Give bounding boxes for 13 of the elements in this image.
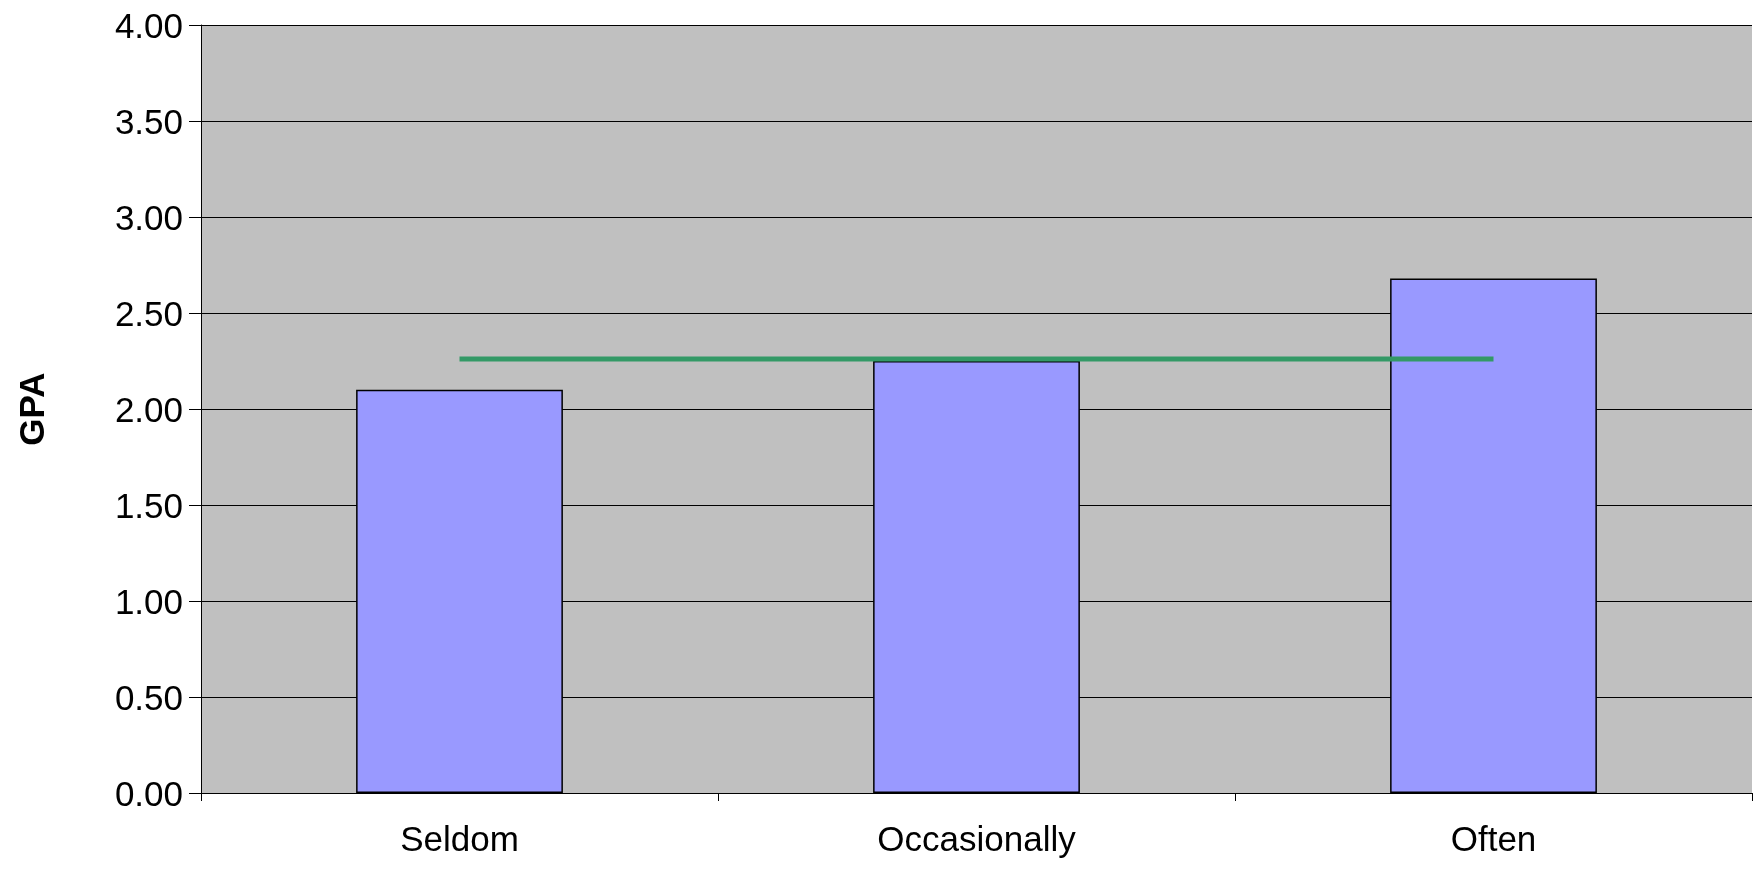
- x-tick-label: Occasionally: [877, 819, 1077, 858]
- y-tick-label: 3.00: [114, 197, 183, 237]
- y-axis-title: GPA: [12, 372, 51, 446]
- x-tick-label: Seldom: [400, 819, 519, 858]
- y-tick-label: 0.00: [114, 773, 183, 813]
- y-tick-label: 4.00: [114, 5, 183, 45]
- y-tick-label: 3.50: [114, 101, 183, 141]
- y-tick-label: 1.50: [114, 485, 183, 525]
- y-tick-label: 2.50: [114, 293, 183, 333]
- y-tick-label: 1.00: [114, 581, 183, 621]
- y-tick-label: 2.00: [114, 389, 183, 429]
- x-tick-label: Often: [1450, 819, 1537, 858]
- y-tick-label: 0.50: [114, 677, 183, 717]
